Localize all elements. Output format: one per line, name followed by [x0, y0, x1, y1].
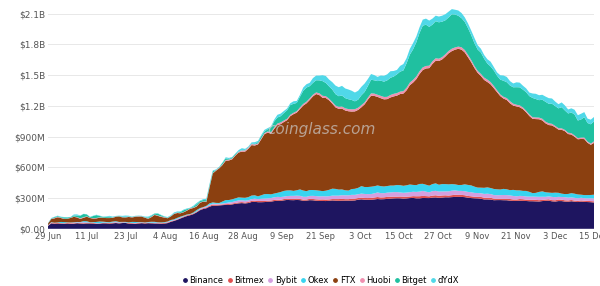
Text: coinglass.com: coinglass.com [267, 122, 375, 137]
Legend: Binance, Bitmex, Bybit, Okex, FTX, Huobi, Bitget, dYdX: Binance, Bitmex, Bybit, Okex, FTX, Huobi… [179, 273, 463, 286]
